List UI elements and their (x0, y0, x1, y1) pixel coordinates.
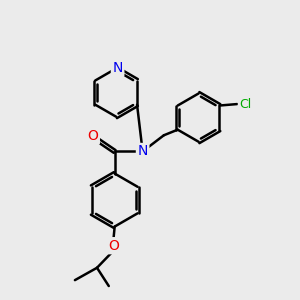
Text: N: N (112, 61, 123, 75)
Text: Cl: Cl (239, 98, 251, 111)
Text: N: N (137, 145, 148, 158)
Text: O: O (87, 129, 98, 143)
Text: O: O (108, 239, 118, 253)
